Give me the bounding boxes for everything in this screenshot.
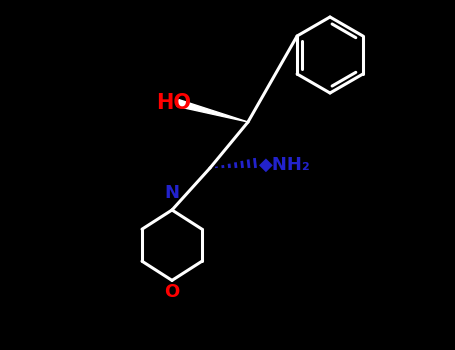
Text: HO: HO (156, 93, 191, 113)
Text: O: O (164, 284, 180, 301)
Text: N: N (165, 184, 180, 202)
Polygon shape (177, 100, 248, 122)
Text: ◆NH₂: ◆NH₂ (259, 156, 311, 174)
